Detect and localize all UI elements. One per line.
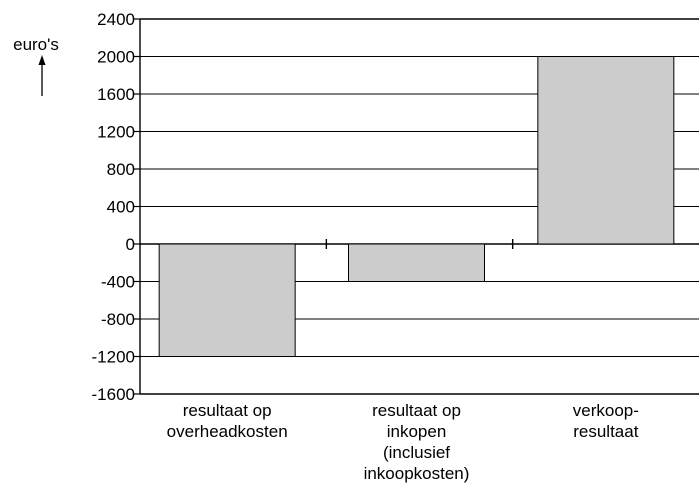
y-tick-label: -800: [101, 310, 135, 329]
y-tick-label: 400: [107, 198, 135, 217]
y-tick-label: 2000: [97, 48, 135, 67]
y-tick-label: -400: [101, 273, 135, 292]
y-tick-label: 800: [107, 160, 135, 179]
y-axis-arrow-icon: [38, 55, 46, 96]
bar: [348, 243, 485, 282]
y-tick-labels: 2400 2000 1600 1200 800 400 0 -400 -800 -1200 -160…: [92, 10, 135, 404]
bar: [537, 56, 675, 245]
bars: [158, 56, 675, 357]
y-tick-label: 1200: [97, 123, 135, 142]
bar: [158, 243, 296, 357]
category-label: resultaat op: [183, 401, 272, 420]
category-label: verkoop-: [573, 401, 639, 420]
category-label: resultaat: [573, 422, 638, 441]
category-label: overheadkosten: [167, 422, 288, 441]
y-tick-label: -1600: [92, 385, 135, 404]
y-tick-label: -1200: [92, 348, 135, 367]
axes: [134, 18, 699, 395]
y-tick-label: 2400: [97, 10, 135, 29]
y-axis-label: euro's: [13, 35, 59, 54]
category-label: inkopen: [387, 422, 447, 441]
category-label: (inclusief: [383, 443, 450, 462]
y-tick-label: 0: [126, 235, 135, 254]
category-label: inkoopkosten): [364, 464, 470, 483]
y-tick-label: 1600: [97, 85, 135, 104]
category-labels: resultaat op overheadkosten resultaat op in…: [167, 401, 639, 483]
category-label: resultaat op: [372, 401, 461, 420]
